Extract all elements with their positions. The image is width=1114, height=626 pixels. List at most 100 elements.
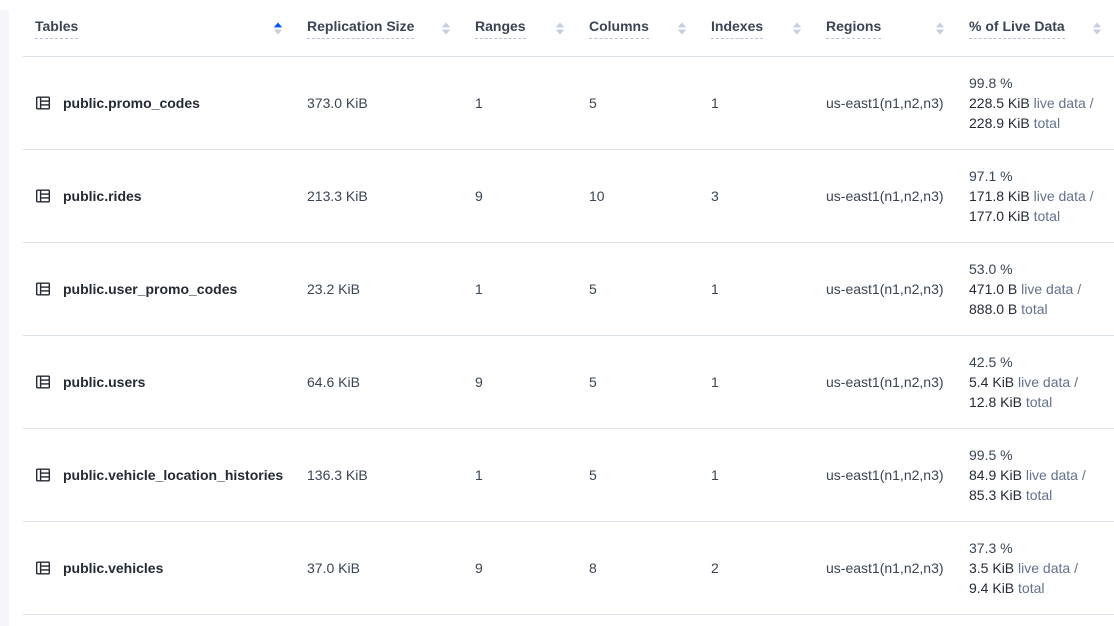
- live-data-size: 5.4 KiB: [969, 374, 1015, 390]
- columns-value: 8: [589, 560, 597, 576]
- replication-size-value: 136.3 KiB: [307, 467, 368, 483]
- column-header[interactable]: Replication Size: [295, 18, 463, 39]
- tables-table: Tables Replication Size Ranges Columns: [23, 0, 1114, 615]
- sort-arrows-icon: [441, 22, 451, 35]
- column-header-label: Indexes: [711, 18, 764, 39]
- page-background-strip: [0, 10, 9, 626]
- column-header-label: Regions: [826, 18, 882, 39]
- total-suffix: total: [1033, 115, 1061, 131]
- total-suffix: total: [1021, 301, 1048, 317]
- live-data-cell: 53.0 % 471.0 B live data / 888.0 B total: [957, 259, 1114, 319]
- ranges-value: 9: [475, 188, 483, 204]
- table-row: public.promo_codes 373.0 KiB 1 5 1 us-ea…: [23, 57, 1114, 150]
- live-data-suffix: live data /: [1018, 374, 1078, 390]
- regions-value: us-east1(n1,n2,n3): [826, 374, 944, 390]
- live-percent: 37.3 %: [969, 540, 1013, 556]
- columns-value: 5: [589, 467, 597, 483]
- total-data-size: 9.4 KiB: [969, 580, 1015, 596]
- table-name-link[interactable]: public.users: [63, 374, 146, 390]
- column-header-label: Columns: [589, 18, 649, 39]
- regions-value: us-east1(n1,n2,n3): [826, 467, 944, 483]
- indexes-value: 1: [711, 281, 719, 297]
- live-percent: 99.8 %: [969, 75, 1013, 91]
- indexes-value: 1: [711, 374, 719, 390]
- ranges-value: 9: [475, 374, 483, 390]
- indexes-value: 2: [711, 560, 719, 576]
- table-icon: [35, 467, 51, 483]
- total-data-size: 228.9 KiB: [969, 115, 1030, 131]
- live-percent: 42.5 %: [969, 354, 1013, 370]
- table-icon: [35, 281, 51, 297]
- table-icon: [35, 560, 51, 576]
- total-suffix: total: [1033, 208, 1061, 224]
- live-data-cell: 97.1 % 171.8 KiB live data / 177.0 KiB t…: [957, 166, 1114, 226]
- table-row: public.vehicle_location_histories 136.3 …: [23, 429, 1114, 522]
- table-row: public.users 64.6 KiB 9 5 1 us-east1(n1,…: [23, 336, 1114, 429]
- total-data-size: 85.3 KiB: [969, 487, 1022, 503]
- replication-size-value: 37.0 KiB: [307, 560, 360, 576]
- table-header-row: Tables Replication Size Ranges Columns: [23, 0, 1114, 57]
- table-icon: [35, 188, 51, 204]
- table-row: public.rides 213.3 KiB 9 10 3 us-east1(n…: [23, 150, 1114, 243]
- columns-value: 5: [589, 95, 597, 111]
- total-suffix: total: [1025, 394, 1053, 410]
- table-name-link[interactable]: public.vehicle_location_histories: [63, 467, 284, 483]
- live-data-suffix: live data /: [1033, 188, 1094, 204]
- total-data-size: 888.0 B: [969, 301, 1018, 317]
- tables-list-card: Tables Replication Size Ranges Columns: [9, 0, 1114, 626]
- column-header[interactable]: Indexes: [699, 18, 814, 39]
- total-suffix: total: [1025, 487, 1053, 503]
- ranges-value: 1: [475, 95, 483, 111]
- replication-size-value: 373.0 KiB: [307, 95, 368, 111]
- column-header[interactable]: Tables: [23, 18, 295, 39]
- column-header[interactable]: Ranges: [463, 18, 577, 39]
- indexes-value: 3: [711, 188, 719, 204]
- total-data-size: 12.8 KiB: [969, 394, 1022, 410]
- live-data-size: 471.0 B: [969, 281, 1018, 297]
- sort-arrows-icon: [935, 22, 945, 35]
- table-name-link[interactable]: public.promo_codes: [63, 95, 200, 111]
- columns-value: 5: [589, 281, 597, 297]
- column-header-label: % of Live Data: [969, 18, 1065, 39]
- total-data-size: 177.0 KiB: [969, 208, 1030, 224]
- table-icon: [35, 95, 51, 111]
- replication-size-value: 64.6 KiB: [307, 374, 360, 390]
- sort-arrows-icon: [792, 22, 802, 35]
- sort-arrows-icon: [1092, 22, 1102, 35]
- live-percent: 99.5 %: [969, 447, 1013, 463]
- live-data-size: 3.5 KiB: [969, 560, 1015, 576]
- live-data-suffix: live data /: [1033, 95, 1094, 111]
- column-header-label: Tables: [35, 18, 79, 39]
- live-data-suffix: live data /: [1018, 560, 1078, 576]
- columns-value: 10: [589, 188, 605, 204]
- table-name-link[interactable]: public.rides: [63, 188, 142, 204]
- ranges-value: 1: [475, 467, 483, 483]
- regions-value: us-east1(n1,n2,n3): [826, 281, 944, 297]
- live-data-suffix: live data /: [1021, 281, 1082, 297]
- table-name-link[interactable]: public.vehicles: [63, 560, 164, 576]
- table-name-link[interactable]: public.user_promo_codes: [63, 281, 238, 297]
- table-icon: [35, 374, 51, 390]
- column-header[interactable]: % of Live Data: [957, 18, 1114, 39]
- table-body: public.promo_codes 373.0 KiB 1 5 1 us-ea…: [23, 57, 1114, 615]
- live-percent: 53.0 %: [969, 261, 1013, 277]
- regions-value: us-east1(n1,n2,n3): [826, 560, 944, 576]
- regions-value: us-east1(n1,n2,n3): [826, 95, 944, 111]
- column-header[interactable]: Regions: [814, 18, 957, 39]
- replication-size-value: 213.3 KiB: [307, 188, 368, 204]
- columns-value: 5: [589, 374, 597, 390]
- live-data-cell: 37.3 % 3.5 KiB live data / 9.4 KiB total: [957, 538, 1114, 598]
- column-header[interactable]: Columns: [577, 18, 699, 39]
- live-data-size: 228.5 KiB: [969, 95, 1030, 111]
- replication-size-value: 23.2 KiB: [307, 281, 360, 297]
- ranges-value: 9: [475, 560, 483, 576]
- table-row: public.user_promo_codes 23.2 KiB 1 5 1 u…: [23, 243, 1114, 336]
- sort-arrows-icon: [677, 22, 687, 35]
- regions-value: us-east1(n1,n2,n3): [826, 188, 944, 204]
- ranges-value: 1: [475, 281, 483, 297]
- live-data-cell: 99.5 % 84.9 KiB live data / 85.3 KiB tot…: [957, 445, 1114, 505]
- live-percent: 97.1 %: [969, 168, 1013, 184]
- live-data-cell: 99.8 % 228.5 KiB live data / 228.9 KiB t…: [957, 73, 1114, 133]
- column-header-label: Replication Size: [307, 18, 415, 39]
- live-data-suffix: live data /: [1025, 467, 1086, 483]
